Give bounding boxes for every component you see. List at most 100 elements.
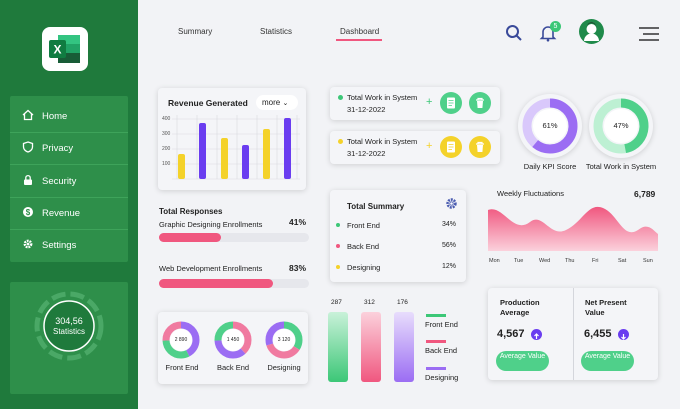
kpi-label: Total Work in System — [585, 162, 657, 171]
donut-value: 1 450 — [226, 337, 240, 343]
svg-text:$: $ — [26, 208, 31, 217]
sidebar-item-settings[interactable]: Settings — [10, 229, 128, 261]
add-icon[interactable]: + — [426, 140, 433, 152]
status-dot — [338, 139, 343, 144]
legend-line — [426, 340, 446, 343]
tab-summary[interactable]: Summary — [178, 27, 213, 36]
summary-bar — [361, 312, 381, 382]
document-icon — [447, 97, 455, 109]
stats-panel: 304,56 Statistics — [10, 282, 128, 394]
summary-bar — [394, 312, 414, 382]
summary-card: Total Summary Front End 34% Back End 56%… — [330, 190, 466, 282]
y-tick: 400 — [162, 116, 171, 122]
add-icon[interactable]: + — [426, 96, 433, 108]
production-value: 4,567 — [497, 328, 525, 340]
kpi-gauge: 47% — [589, 94, 653, 158]
donut-value: 3 120 — [277, 337, 291, 343]
gear-icon — [22, 238, 34, 253]
summary-value: 34% — [442, 221, 457, 228]
delete-button[interactable] — [469, 136, 491, 158]
legend-line — [426, 314, 446, 317]
revenue-bar-chart — [172, 115, 300, 180]
sidebar-item-privacy[interactable]: Privacy — [10, 132, 128, 164]
day-label: Mon — [489, 258, 500, 264]
summary-bar — [328, 312, 348, 382]
response-progress-fill — [159, 279, 273, 288]
donut-label: Back End — [216, 363, 250, 372]
legend-label: Designing — [425, 373, 459, 382]
responses-title: Total Responses — [159, 207, 223, 216]
gear-icon[interactable] — [445, 197, 458, 215]
lock-icon — [22, 174, 34, 189]
shield-icon — [22, 140, 34, 156]
avatar[interactable] — [579, 19, 604, 44]
menu-icon[interactable] — [638, 26, 660, 47]
revenue-bar — [284, 118, 291, 179]
kpi-value: 47% — [613, 121, 629, 130]
npv-title: Net Present Value — [585, 298, 627, 317]
work-item-card: Total Work in System 31-12-2022 + — [330, 87, 500, 120]
summary-label: Front End — [347, 221, 380, 230]
donut-label: Front End — [165, 363, 199, 372]
donut-label: Designing — [267, 363, 301, 372]
donut-chart — [162, 321, 200, 359]
sidebar-item-label: Settings — [42, 239, 77, 251]
summary-value: 12% — [442, 263, 457, 270]
legend-label: Back End — [425, 346, 458, 355]
work-item-date: 31-12-2022 — [347, 105, 386, 114]
legend-line — [426, 367, 446, 370]
y-tick: 300 — [162, 131, 171, 137]
user-icon — [584, 22, 599, 41]
day-label: Tue — [514, 258, 524, 264]
nav-panel: Home Privacy Security $ Revenue Settings — [10, 96, 128, 262]
trash-icon — [476, 141, 484, 152]
tab-statistics[interactable]: Statistics — [260, 27, 293, 36]
response-label: Web Development Enrollments — [159, 264, 263, 273]
more-dropdown[interactable]: more ⌄ — [256, 95, 298, 110]
average-value-button[interactable]: Average Value — [581, 351, 634, 371]
kpi-label: Daily KPI Score — [523, 162, 577, 171]
status-dot — [338, 95, 343, 100]
tab-dashboard[interactable]: Dashboard — [340, 27, 380, 36]
average-value-button[interactable]: Average Value — [496, 351, 549, 371]
svg-text:X: X — [53, 43, 61, 57]
summary-value: 56% — [442, 242, 457, 249]
document-button[interactable] — [440, 136, 462, 158]
arrow-up-icon — [531, 329, 542, 340]
sidebar-item-label: Privacy — [42, 142, 74, 154]
search-icon[interactable] — [505, 24, 523, 47]
summary-label: Designing — [347, 263, 381, 272]
sidebar-item-label: Home — [42, 110, 68, 122]
revenue-bar — [263, 129, 270, 179]
revenue-bar — [199, 123, 206, 179]
home-icon — [22, 109, 34, 124]
revenue-bar — [178, 154, 185, 179]
response-value: 41% — [289, 217, 307, 227]
document-button[interactable] — [440, 92, 462, 114]
legend-dot — [336, 223, 340, 227]
dollar-icon: $ — [22, 206, 34, 221]
sidebar-item-revenue[interactable]: $ Revenue — [10, 197, 128, 229]
legend-dot — [336, 265, 340, 269]
bar-value: 287 — [331, 299, 342, 306]
sidebar-item-home[interactable]: Home — [10, 100, 128, 132]
sidebar-item-security[interactable]: Security — [10, 165, 128, 197]
day-label: Thu — [565, 258, 575, 264]
kpi-value: 61% — [542, 121, 558, 130]
summary-title: Total Summary — [347, 202, 405, 211]
response-value: 83% — [289, 263, 307, 273]
work-item-title: Total Work in System — [347, 93, 418, 102]
excel-logo[interactable]: X — [42, 27, 88, 71]
excel-icon: X — [49, 35, 80, 63]
day-label: Sun — [643, 258, 653, 264]
revenue-bar — [221, 138, 228, 179]
summary-label: Back End — [347, 242, 380, 251]
production-title: Production Average — [500, 298, 540, 317]
day-label: Sat — [618, 258, 627, 264]
trash-icon — [476, 97, 484, 108]
bar-value: 312 — [364, 299, 375, 306]
donut-card: 2 890 Front End 1 450 Back End 3 120 Des… — [158, 312, 308, 384]
revenue-title: Revenue Generated — [168, 98, 248, 108]
sidebar-item-label: Security — [42, 175, 77, 187]
delete-button[interactable] — [469, 92, 491, 114]
